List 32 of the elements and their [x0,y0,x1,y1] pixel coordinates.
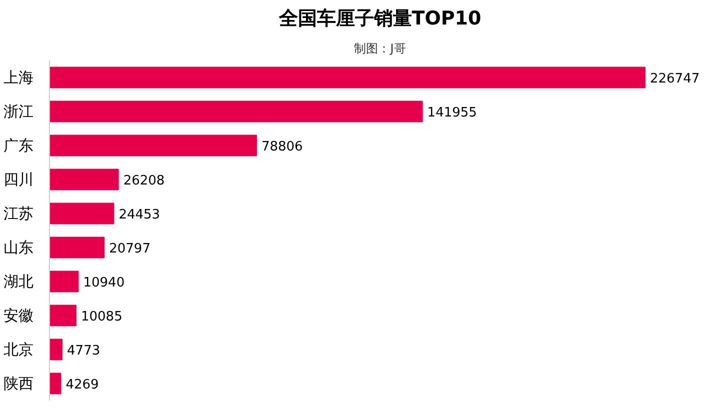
data-label: 10940 [83,276,125,290]
bar [50,372,62,394]
bar [50,338,63,360]
bar [50,304,76,326]
chart-title: 全国车厘子销量TOP10 [278,8,482,30]
data-label: 10085 [80,310,122,324]
y-tick-label: 湖北 [4,272,34,290]
y-tick-label: 上海 [4,68,34,86]
bar [50,270,79,292]
bar [50,168,119,190]
data-label: 26208 [123,174,165,188]
bar [50,236,105,258]
bar [50,202,114,224]
data-label: 4269 [66,378,99,392]
y-tick-label: 四川 [4,170,34,188]
chart-subtitle: 制图：J哥 [354,42,406,56]
data-label: 4773 [67,344,100,358]
y-tick-label: 山东 [4,238,34,256]
data-label: 226747 [650,72,700,86]
bar [50,100,423,122]
y-tick-label: 安徽 [4,306,34,324]
y-tick-label: 陕西 [4,374,34,392]
data-label: 141955 [427,106,477,120]
y-tick-label: 广东 [4,136,34,154]
y-tick-label: 浙江 [4,102,34,120]
bar [50,134,257,156]
data-label: 78806 [261,140,303,154]
y-tick-label: 北京 [4,340,34,358]
data-label: 24453 [118,208,160,222]
bar [50,66,646,88]
data-label: 20797 [109,242,150,256]
y-tick-label: 江苏 [4,204,34,222]
